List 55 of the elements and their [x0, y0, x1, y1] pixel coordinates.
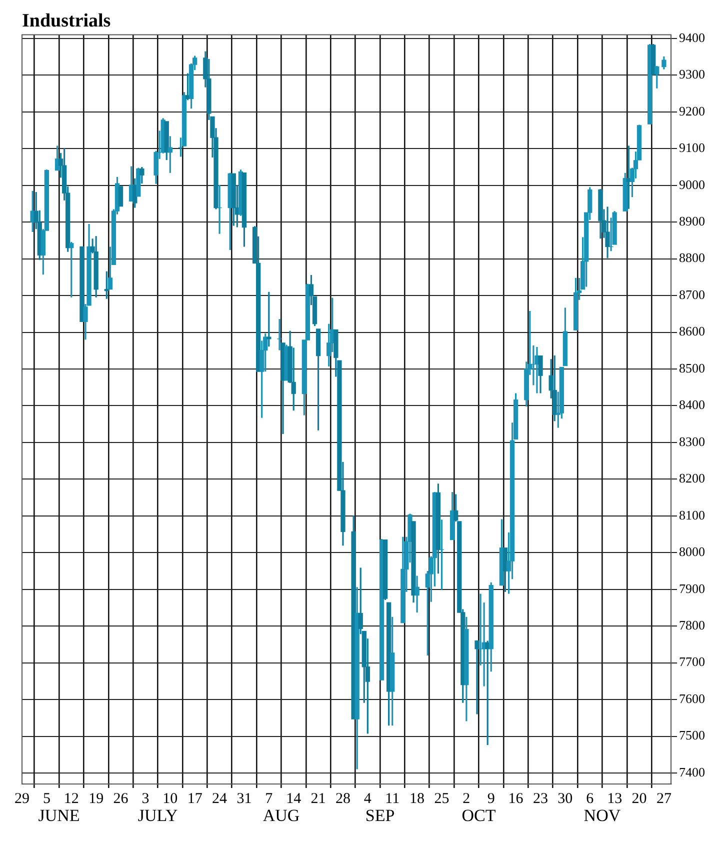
- y-tick-label: 7800: [679, 618, 705, 632]
- text: JULY: [138, 806, 178, 825]
- y-tick-label: 9000: [679, 176, 705, 192]
- x-tick-label: 4: [364, 790, 372, 807]
- x-tick-label: 26: [113, 790, 129, 807]
- x-tick-label: 5: [42, 790, 50, 807]
- chart-title: Industrials: [22, 10, 111, 32]
- y-tick-label: 9300: [679, 66, 705, 82]
- x-tick-label: 6: [586, 790, 594, 807]
- y-tick-label: 8900: [679, 214, 705, 229]
- y-tick-label: 8100: [679, 507, 705, 522]
- x-tick-label: 17: [187, 790, 203, 807]
- y-tick-label: 7400: [679, 764, 705, 780]
- x-tick-label: 16: [508, 790, 524, 807]
- x-tick-label: 18: [410, 790, 425, 807]
- text: SEP: [365, 806, 395, 825]
- y-tick-label: 9400: [679, 30, 705, 45]
- x-tick-label: 27: [656, 790, 672, 807]
- y-tick-label: 8000: [679, 544, 705, 560]
- x-tick-label: 2: [462, 790, 470, 807]
- x-tick-label: 30: [558, 790, 573, 807]
- x-tick-label: 7: [265, 790, 274, 807]
- x-tick-label: 19: [88, 790, 104, 807]
- x-tick-label: 14: [286, 790, 302, 807]
- x-tick-label: 3: [142, 790, 150, 807]
- y-tick-label: 8600: [679, 324, 705, 339]
- y-tick-label: 8400: [679, 397, 705, 412]
- x-tick-label: 12: [64, 790, 79, 807]
- x-tick-label: 20: [632, 790, 647, 807]
- y-tick-label: 8800: [679, 250, 705, 266]
- x-tick-label: 28: [335, 790, 350, 807]
- x-tick-label: 11: [385, 790, 400, 807]
- y-tick-label: 8200: [679, 470, 705, 486]
- x-tick-label: 21: [310, 790, 326, 807]
- y-tick-label: 7700: [679, 654, 705, 670]
- y-tick-label: 9100: [679, 140, 705, 156]
- y-tick-label: 7500: [679, 728, 705, 743]
- y-tick-label: 8700: [679, 286, 705, 302]
- y-tick-label: 7900: [679, 580, 705, 596]
- y-tick-label: 8500: [679, 360, 705, 376]
- x-tick-label: 24: [212, 790, 228, 807]
- x-tick-label: 31: [236, 790, 252, 807]
- text: OCT: [462, 806, 496, 825]
- x-tick-label: 29: [14, 790, 30, 807]
- x-tick-label: 10: [162, 790, 178, 807]
- y-tick-label: 9200: [679, 103, 705, 118]
- text: AUG: [262, 806, 300, 825]
- x-tick-label: 23: [532, 790, 548, 807]
- y-tick-label: 7600: [679, 690, 705, 706]
- y-tick-label: 8300: [679, 434, 705, 449]
- x-tick-label: 9: [487, 790, 495, 807]
- x-tick-label: 25: [434, 790, 450, 807]
- text: JUNE: [38, 806, 80, 825]
- x-tick-label: 13: [607, 790, 622, 807]
- text: NOV: [584, 806, 622, 825]
